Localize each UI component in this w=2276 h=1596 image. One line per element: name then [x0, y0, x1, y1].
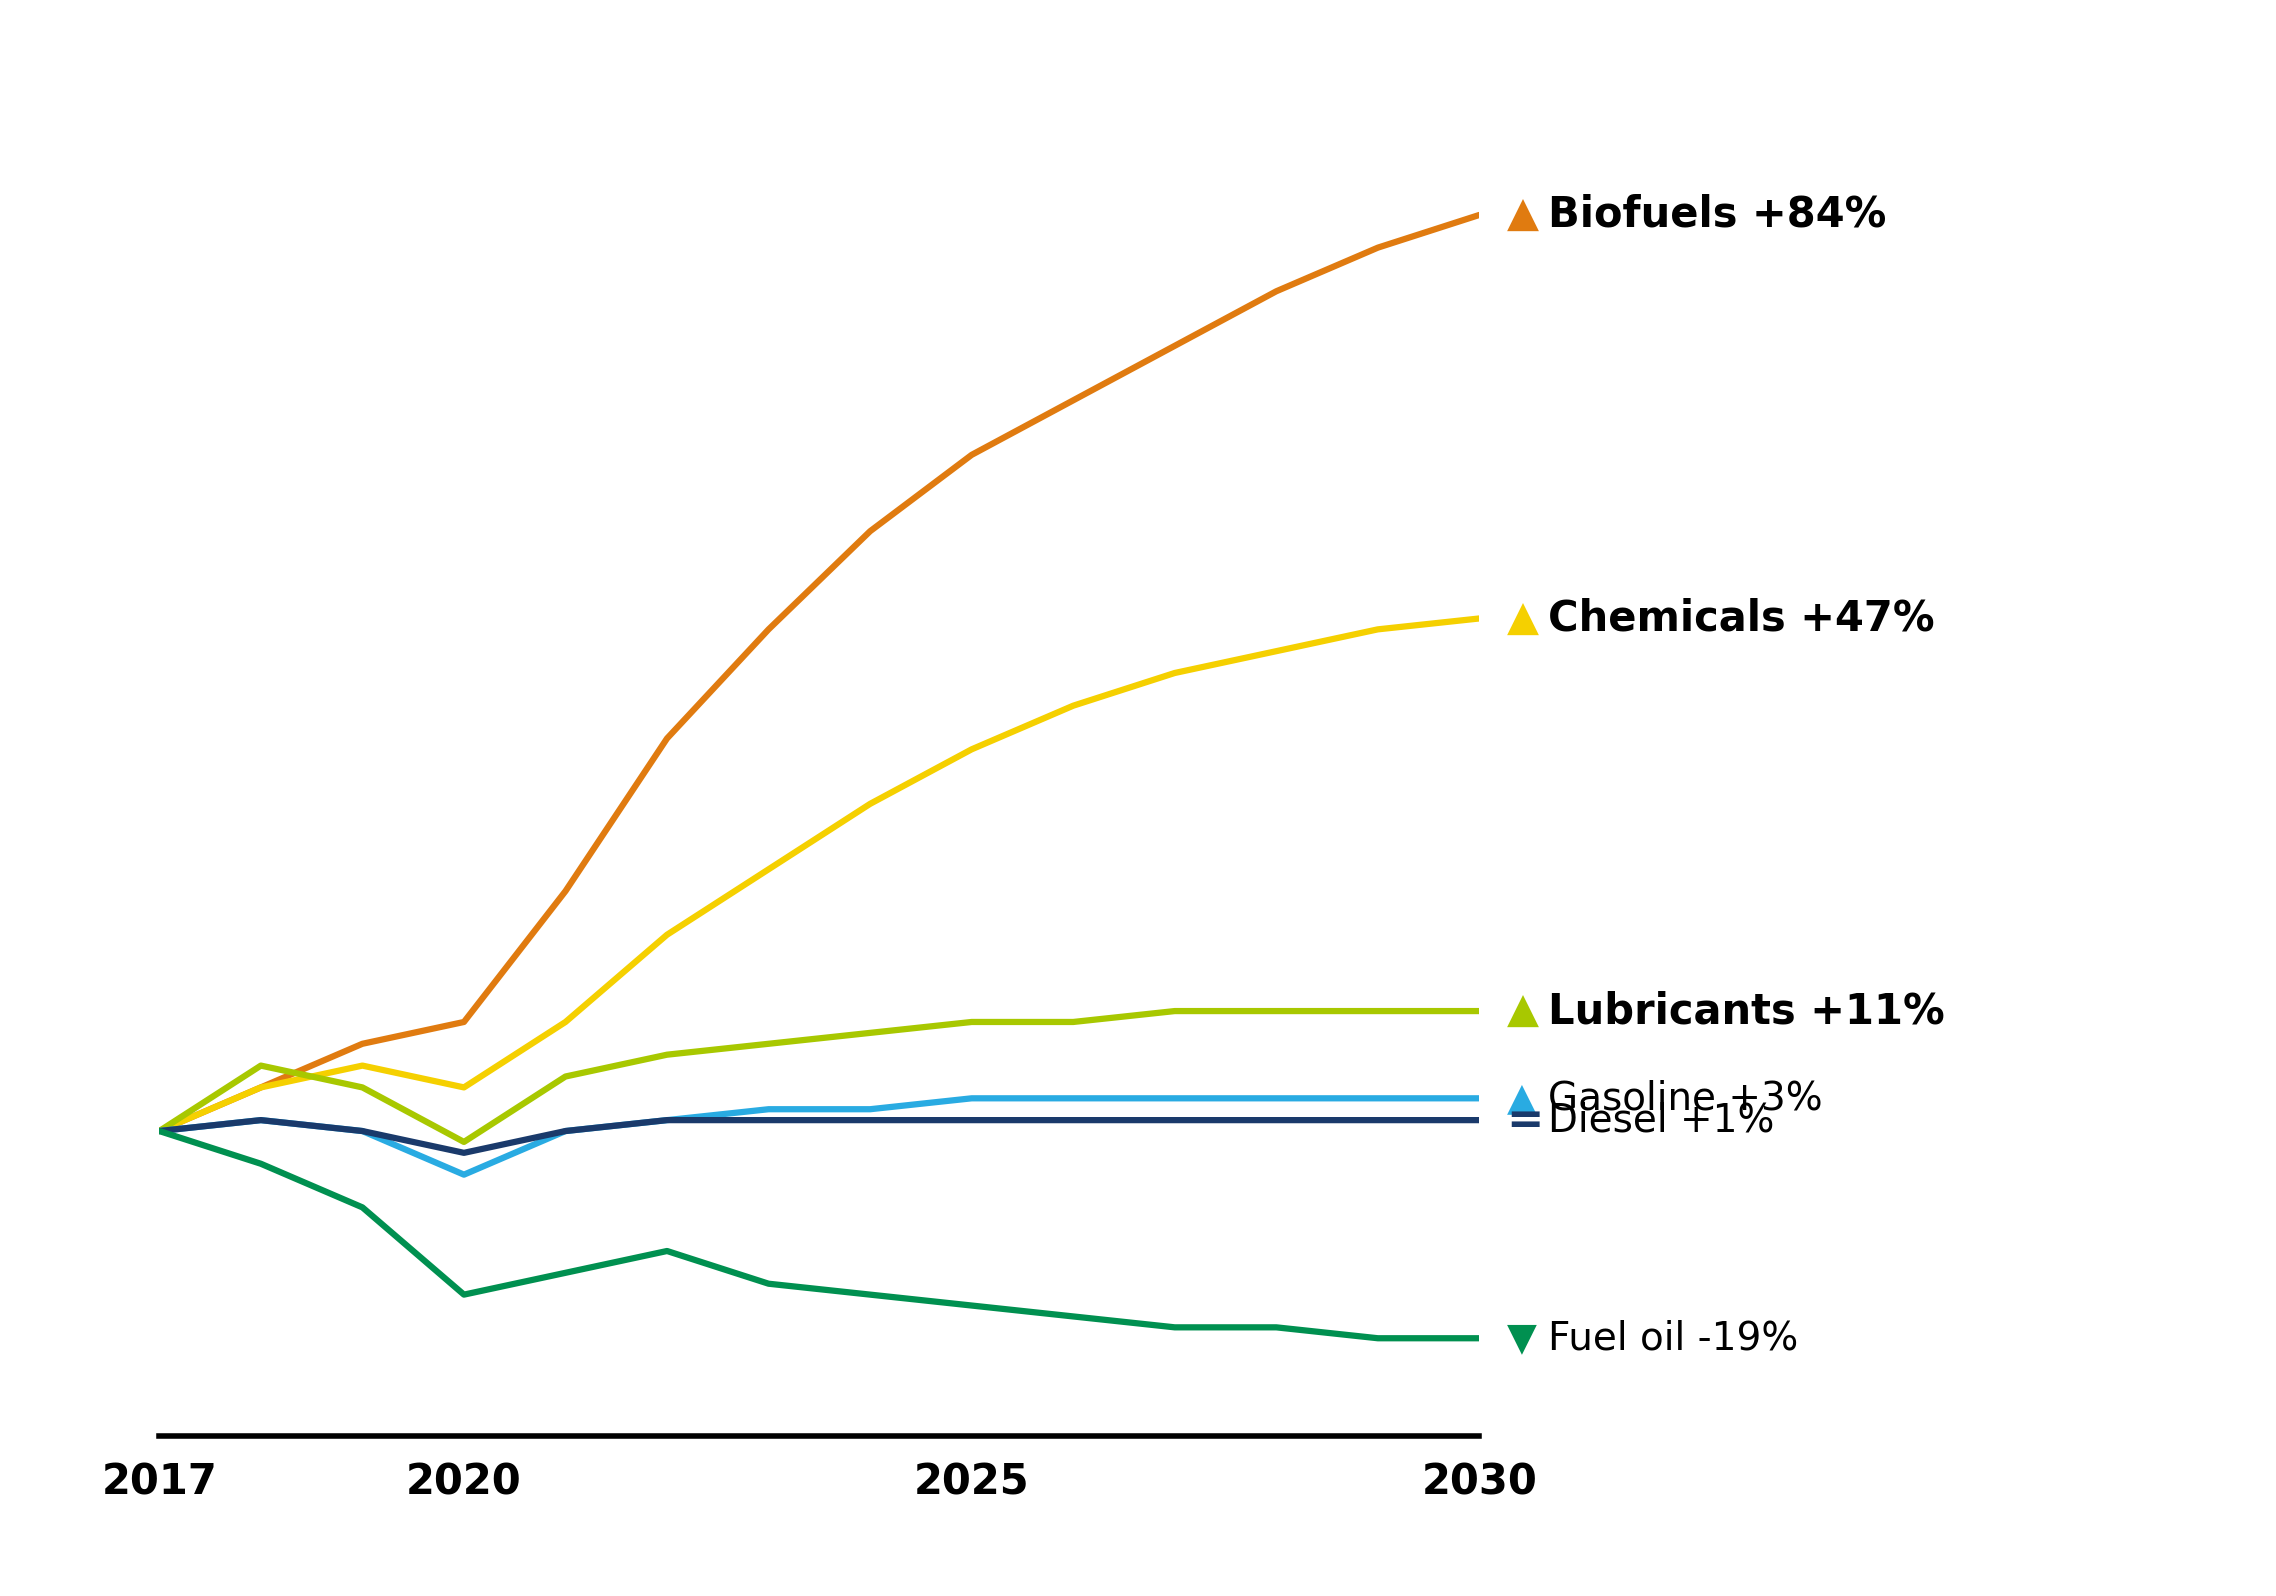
Text: ▼: ▼ [1507, 1320, 1536, 1357]
Text: Biofuels +84%: Biofuels +84% [1548, 195, 1887, 236]
Text: ▲: ▲ [1507, 597, 1539, 640]
Text: ▲: ▲ [1507, 990, 1539, 1033]
Text: =: = [1507, 1098, 1543, 1141]
Text: ▲: ▲ [1507, 1079, 1536, 1117]
Text: Chemicals +47%: Chemicals +47% [1548, 597, 1935, 640]
Text: ▲: ▲ [1507, 195, 1539, 236]
Text: Fuel oil -19%: Fuel oil -19% [1548, 1320, 1798, 1357]
Text: Diesel +1%: Diesel +1% [1548, 1101, 1773, 1140]
Text: Gasoline +3%: Gasoline +3% [1548, 1079, 1823, 1117]
Text: Lubricants +11%: Lubricants +11% [1548, 990, 1944, 1033]
